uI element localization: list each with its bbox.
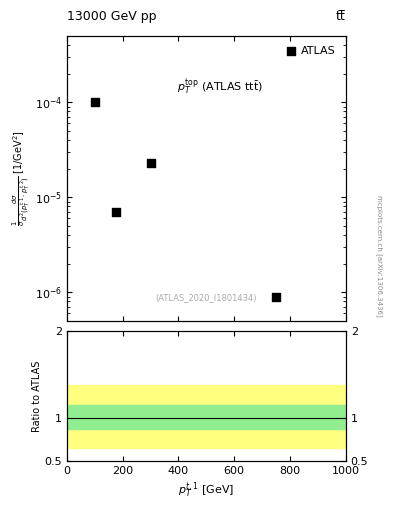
ATLAS — [273, 292, 279, 301]
Text: $p_T^{\mathrm{top}}$ (ATLAS tt$\bar{\mathrm{t}}$): $p_T^{\mathrm{top}}$ (ATLAS tt$\bar{\mat… — [177, 77, 263, 97]
X-axis label: $p_T^{t,1}$ [GeV]: $p_T^{t,1}$ [GeV] — [178, 481, 235, 501]
Y-axis label: $\frac{1}{\sigma}\frac{d\sigma}{d^2(p_T^{t,1}\cdot p_T^{t,2})}$ [1/GeV$^2$]: $\frac{1}{\sigma}\frac{d\sigma}{d^2(p_T^… — [10, 131, 32, 226]
Legend: ATLAS: ATLAS — [281, 41, 340, 60]
ATLAS — [147, 159, 154, 167]
Text: mcplots.cern.ch [arXiv:1306.3436]: mcplots.cern.ch [arXiv:1306.3436] — [376, 195, 383, 317]
ATLAS — [112, 208, 119, 216]
ATLAS — [92, 98, 98, 106]
Text: (ATLAS_2020_I1801434): (ATLAS_2020_I1801434) — [156, 293, 257, 303]
Y-axis label: Ratio to ATLAS: Ratio to ATLAS — [31, 360, 42, 432]
Text: tt̅: tt̅ — [336, 10, 346, 23]
Text: 13000 GeV pp: 13000 GeV pp — [67, 10, 156, 23]
